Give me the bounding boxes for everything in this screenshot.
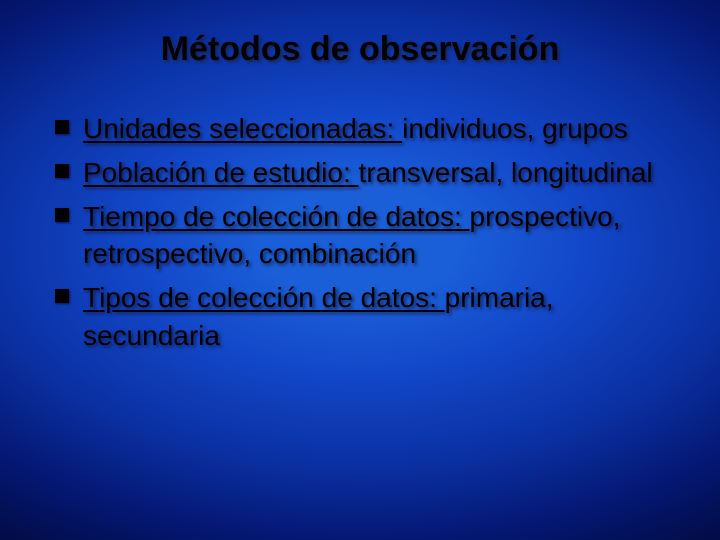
- list-item-text: Unidades seleccionadasindividuos, grupos: [83, 110, 628, 148]
- item-label: Tiempo de colección de datos: [83, 201, 470, 232]
- square-bullet-icon: [55, 120, 69, 134]
- list-item: Tiempo de colección de datosprospectivo,…: [55, 198, 665, 274]
- list-item-text: Tiempo de colección de datosprospectivo,…: [83, 198, 665, 274]
- slide-title: Métodos de observación: [0, 30, 720, 69]
- item-value: individuos, grupos: [402, 113, 628, 144]
- list-item: Tipos de colección de datosprimaria, sec…: [55, 279, 665, 355]
- square-bullet-icon: [55, 164, 69, 178]
- item-label: Población de estudio: [83, 157, 359, 188]
- list-item: Unidades seleccionadasindividuos, grupos: [55, 110, 665, 148]
- square-bullet-icon: [55, 208, 69, 222]
- item-value: transversal, longitudinal: [359, 157, 653, 188]
- slide: Métodos de observación Unidades seleccio…: [0, 0, 720, 540]
- item-label: Tipos de colección de datos: [83, 282, 445, 313]
- list-item-text: Población de estudiotransversal, longitu…: [83, 154, 653, 192]
- list-item: Población de estudiotransversal, longitu…: [55, 154, 665, 192]
- item-label: Unidades seleccionadas: [83, 113, 402, 144]
- slide-body: Unidades seleccionadasindividuos, grupos…: [55, 110, 665, 361]
- square-bullet-icon: [55, 289, 69, 303]
- list-item-text: Tipos de colección de datosprimaria, sec…: [83, 279, 665, 355]
